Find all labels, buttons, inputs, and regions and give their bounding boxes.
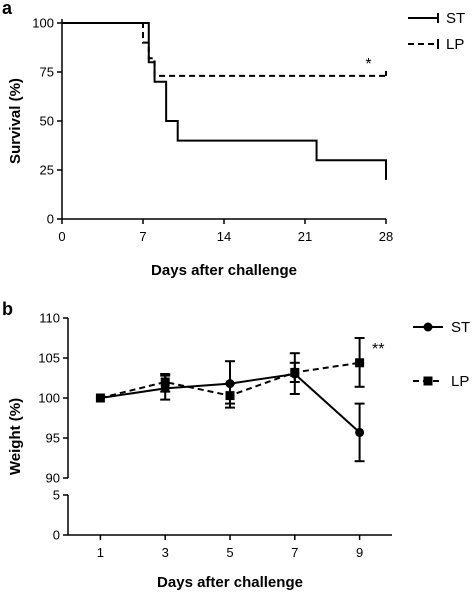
x-tick-label: 21 bbox=[298, 229, 312, 244]
weight-legend: ST LP bbox=[413, 319, 470, 390]
significance-mark: * bbox=[365, 56, 371, 73]
survival-line-lp bbox=[62, 22, 386, 77]
y-tick-label: 50 bbox=[40, 114, 54, 129]
x-tick-label: 9 bbox=[356, 545, 363, 560]
x-tick-label: 14 bbox=[217, 229, 231, 244]
data-point-lp bbox=[225, 391, 235, 401]
y-tick-label: 100 bbox=[32, 16, 54, 31]
survival-legend: ST LP bbox=[408, 10, 465, 53]
survival-chart: 0 25 50 75 100 0 7 14 21 28 Days after challenge Su… bbox=[7, 16, 393, 280]
x-tick-label: 0 bbox=[58, 229, 65, 244]
legend-lp-label: LP bbox=[446, 36, 464, 53]
data-point-lp bbox=[290, 367, 300, 377]
y-tick-label: 0 bbox=[53, 528, 60, 543]
weight-chart: 90 95 100 105 110 0 5 1 3 5 7 9 Days after challenge… bbox=[7, 311, 392, 591]
legend-b-st-label: ST bbox=[451, 319, 470, 336]
x-axis-title: Days after challenge bbox=[157, 574, 303, 591]
legend-b-lp-label: LP bbox=[451, 373, 469, 390]
x-tick-label: 7 bbox=[291, 545, 298, 560]
x-tick-label: 1 bbox=[97, 545, 104, 560]
x-tick-label: 28 bbox=[379, 229, 393, 244]
significance-mark: ** bbox=[372, 341, 384, 358]
legend-st-label: ST bbox=[446, 10, 465, 27]
x-axis-title: Days after challenge bbox=[151, 262, 297, 279]
y-tick-label: 25 bbox=[40, 163, 54, 178]
x-tick-label: 7 bbox=[139, 229, 146, 244]
data-point-lp bbox=[355, 358, 365, 368]
panel-a-letter: a bbox=[2, 0, 13, 18]
y-tick-label: 90 bbox=[46, 471, 60, 486]
y-tick-label: 95 bbox=[46, 431, 60, 446]
y-tick-label: 110 bbox=[39, 311, 60, 326]
survival-line-st bbox=[62, 22, 387, 180]
y-axis-title: Weight (%) bbox=[7, 398, 24, 475]
x-tick-label: 5 bbox=[226, 545, 233, 560]
y-tick-label: 0 bbox=[47, 212, 54, 227]
y-tick-label: 100 bbox=[38, 391, 60, 406]
data-point-st bbox=[355, 427, 365, 437]
legend-b-st-marker bbox=[423, 322, 433, 332]
y-axis-title: Survival (%) bbox=[7, 78, 24, 164]
y-tick-label: 75 bbox=[40, 65, 54, 80]
y-tick-label: 105 bbox=[38, 351, 60, 366]
data-point-lp bbox=[95, 393, 105, 403]
legend-b-lp-marker bbox=[423, 376, 433, 386]
y-tick-label: 5 bbox=[53, 488, 60, 503]
data-point-lp bbox=[160, 377, 170, 387]
panel-b-letter: b bbox=[2, 299, 13, 319]
x-tick-label: 3 bbox=[162, 545, 169, 560]
